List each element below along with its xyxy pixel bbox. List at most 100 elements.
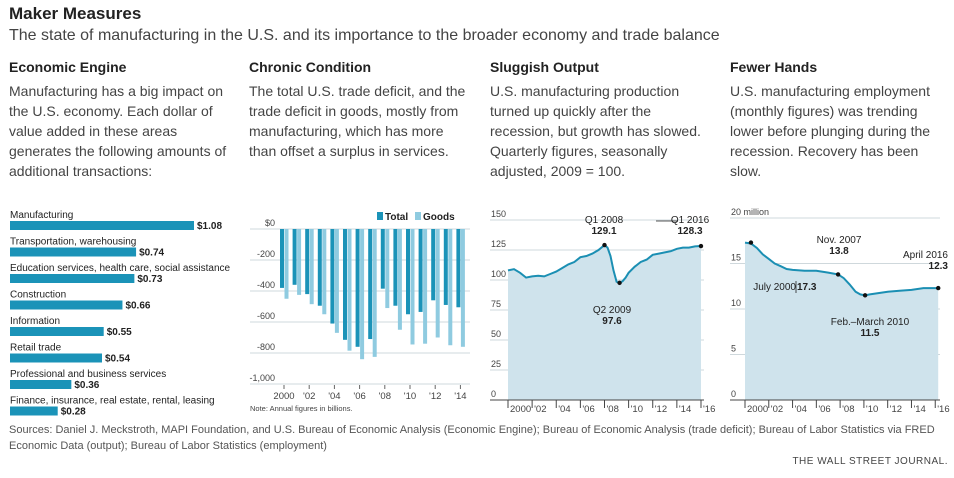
annotation-value: 11.5: [861, 328, 880, 339]
y-tick-label: 20 million: [731, 207, 769, 217]
bar-total: [443, 229, 448, 305]
output-area-chart: 150 125 100 75 50 25 0 2000'02 '04 '06 '08 '10 '12 '1…: [490, 209, 715, 415]
bar-total: [456, 229, 461, 308]
legend-swatch-total: [377, 212, 383, 220]
bar-value-label: $0.74: [139, 248, 164, 259]
x-tick-label: '06: [818, 404, 830, 415]
y-tick-label: -200: [257, 249, 275, 259]
bar-total: [431, 229, 436, 301]
bar-goods: [297, 229, 302, 295]
bar-total: [317, 229, 322, 306]
trade-deficit-bar-chart: $0 -200 -400 -600 -800 -1,000 Total Goods 2000 '0…: [249, 212, 470, 413]
sources-note: Sources: Daniel J. Meckstroth, MAPI Foun…: [9, 424, 935, 452]
x-tick-label: '04: [328, 391, 340, 402]
page-title: Maker Measures: [9, 4, 142, 23]
x-tick-label: '16: [937, 404, 949, 415]
panel-title-sluggish-output: Sluggish Output: [490, 59, 599, 75]
annotation-value: 13.8: [829, 246, 849, 257]
annotation-marker: [602, 242, 607, 248]
y-tick-label: 100: [491, 269, 506, 279]
annotation-value: 12.3: [929, 261, 949, 272]
x-tick-label: '10: [631, 404, 643, 415]
x-tick-label: '12: [429, 391, 441, 402]
bar-value-label: $0.54: [105, 354, 130, 365]
y-tick-label: 0: [731, 389, 736, 399]
annotation-marker: [617, 280, 622, 286]
bar: [10, 300, 123, 310]
legend-swatch-goods: [415, 212, 421, 220]
bar-value-label: $0.36: [74, 380, 99, 391]
bar-total: [380, 229, 385, 289]
x-tick-label: 2000: [747, 404, 768, 415]
x-tick-label: '04: [795, 404, 807, 415]
bar-value-label: $1.08: [197, 221, 222, 232]
bar-category-label: Finance, insurance, real estate, rental,…: [10, 396, 215, 407]
annotation-label: April 2016: [903, 250, 948, 261]
annotation-value: 97.6: [602, 316, 622, 327]
annotation-label: Q1 2016: [671, 215, 710, 226]
bar-category-label: Construction: [10, 290, 66, 301]
panel-description-fewer-hands: U.S. manufacturing employment (monthly f…: [730, 83, 931, 179]
x-tick-label: '12: [655, 404, 667, 415]
annotation-label: Feb.–March 2010: [831, 317, 910, 328]
y-tick-label: 50: [491, 329, 501, 339]
annotation-value: 129.1: [591, 226, 616, 237]
bar-value-label: $0.55: [107, 327, 132, 338]
x-tick-label: '14: [454, 391, 466, 402]
bar-goods: [360, 229, 365, 360]
annotation-label: Nov. 2007: [817, 235, 862, 246]
bar-category-label: Transportation, warehousing: [10, 237, 136, 248]
panel-title-fewer-hands: Fewer Hands: [730, 59, 818, 75]
x-tick-label: '12: [890, 404, 902, 415]
y-tick-label: 0: [491, 389, 496, 399]
y-tick-label: -1,000: [249, 373, 275, 383]
x-tick-label: 2000: [273, 391, 294, 402]
bar-total: [355, 229, 360, 347]
y-tick-label: 5: [731, 344, 736, 354]
y-tick-label: -400: [257, 280, 275, 290]
annotation-marker: [862, 293, 868, 298]
bar-total: [343, 229, 347, 340]
annotation-label: Q1 2008: [585, 215, 624, 226]
bar-goods: [435, 229, 440, 338]
x-tick-label: '10: [866, 404, 878, 415]
y-tick-label: $0: [265, 218, 275, 228]
legend-label-total: Total: [385, 212, 408, 223]
annotation-marker: [698, 243, 704, 249]
y-tick-label: 75: [491, 299, 501, 309]
bar: [10, 221, 194, 230]
y-tick-label: 150: [491, 209, 506, 219]
annotation-marker: [748, 240, 754, 245]
series-line: [507, 243, 702, 284]
annotation-value: 17.3: [797, 282, 817, 293]
bar: [10, 406, 58, 416]
bar-total: [368, 229, 373, 340]
x-tick-label: '14: [679, 404, 691, 415]
x-tick-label: '14: [913, 404, 925, 415]
x-tick-label: '04: [558, 404, 570, 415]
x-tick-label: '06: [353, 391, 365, 402]
y-tick-label: 125: [491, 239, 506, 249]
bar-total: [330, 229, 335, 324]
x-tick-label: '08: [606, 404, 618, 415]
x-tick-label: '02: [303, 391, 315, 402]
y-tick-label: 15: [731, 253, 741, 263]
bar: [10, 380, 72, 389]
bar-category-label: Retail trade: [10, 343, 62, 354]
x-tick-label: '06: [582, 404, 594, 415]
panel-description-sluggish-output: U.S. manufacturing production turned up …: [490, 83, 701, 179]
series-area: [508, 245, 701, 400]
bar-goods: [347, 229, 352, 351]
bar-goods: [284, 229, 289, 299]
x-tick-label: 2000: [510, 404, 531, 415]
bar-goods: [397, 229, 402, 330]
bar-goods: [385, 229, 390, 309]
panel-description-chronic-condition: The total U.S. trade deficit, and the tr…: [249, 83, 466, 159]
bar-goods: [460, 229, 465, 347]
bar-goods: [309, 229, 314, 305]
bar-value-label: $0.66: [125, 301, 150, 312]
bar-total: [418, 229, 423, 312]
bar-total: [393, 229, 398, 306]
panel-title-chronic-condition: Chronic Condition: [249, 59, 372, 75]
bar-value-label: $0.28: [61, 407, 86, 418]
